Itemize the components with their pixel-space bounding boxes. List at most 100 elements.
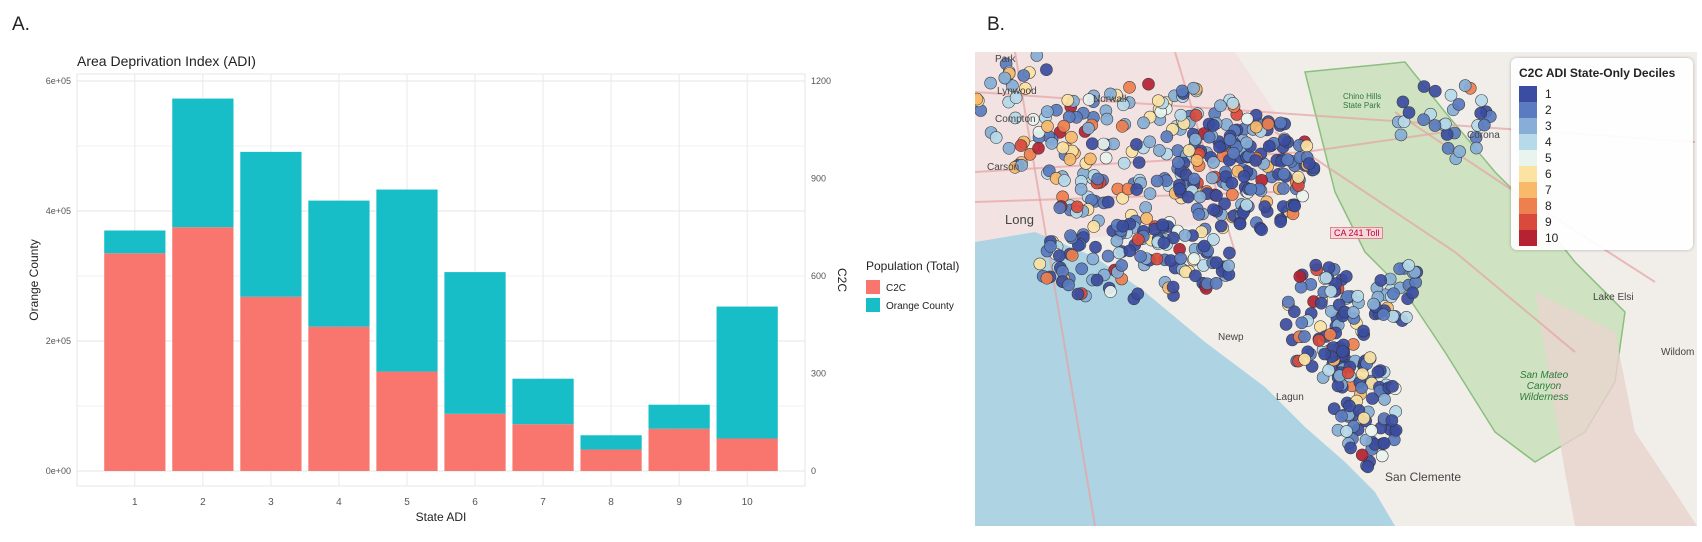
map-point	[1099, 151, 1113, 165]
map-point	[1378, 393, 1391, 406]
bar-c2c	[716, 438, 778, 471]
map-legend-label: 9	[1545, 215, 1552, 229]
map-point	[1189, 269, 1202, 283]
map-label-lake-elsinore: Lake Elsi	[1593, 292, 1634, 303]
map-point	[1274, 215, 1287, 228]
map-point	[1143, 187, 1157, 200]
map-point	[1002, 142, 1016, 155]
map-point	[1192, 208, 1206, 221]
chart-title: Area Deprivation Index (ADI)	[77, 53, 256, 69]
map-point	[1065, 130, 1078, 144]
map-legend-item: 4	[1519, 134, 1552, 150]
x-tick-label: 5	[404, 497, 410, 508]
bar-c2c	[104, 253, 166, 471]
map-point	[1075, 262, 1088, 276]
map-point	[1223, 133, 1237, 146]
y-tick-label: 0e+00	[46, 466, 71, 476]
map-point	[1324, 285, 1338, 298]
map-point	[1115, 259, 1128, 272]
map-legend-swatch	[1519, 230, 1537, 246]
map-point	[1089, 240, 1102, 254]
map-point	[1298, 352, 1312, 366]
map-point	[1202, 130, 1216, 144]
map-point	[1063, 153, 1077, 166]
map-point	[1226, 96, 1240, 110]
map-point	[1178, 229, 1192, 242]
map-point	[1139, 201, 1152, 214]
x-tick-label: 4	[336, 497, 342, 508]
map-point	[1090, 273, 1104, 287]
map-point	[1444, 88, 1458, 102]
map-point	[1240, 198, 1253, 212]
map-legend-item: 6	[1519, 166, 1552, 182]
map-point	[1061, 93, 1075, 107]
y-tick-label: 4e+05	[46, 206, 71, 216]
map-legend-item: 2	[1519, 102, 1552, 118]
map-legend-swatch	[1519, 86, 1537, 102]
map-legend-swatch	[1519, 150, 1537, 166]
map-point	[1190, 154, 1204, 167]
panel-a-label: A.	[12, 14, 30, 35]
x-tick-label: 9	[676, 497, 682, 508]
legend-swatch	[866, 298, 880, 312]
map-point	[1365, 424, 1378, 437]
map-point	[1367, 297, 1380, 311]
map-point	[1053, 201, 1067, 215]
map-legend-label: 10	[1545, 231, 1559, 245]
map-point	[1116, 219, 1130, 233]
map-point	[1100, 112, 1114, 126]
bar-c2c	[376, 371, 438, 471]
map-point	[1335, 409, 1348, 423]
map-point	[1240, 136, 1254, 150]
map-point	[1019, 82, 1032, 95]
map-point	[1086, 252, 1100, 266]
map-legend-item: 7	[1519, 182, 1552, 198]
adi-map[interactable]: Park Norwalk Lynwood Compton Carson Long…	[975, 52, 1697, 526]
map-point	[1222, 259, 1235, 273]
legend-label: C2C	[886, 283, 906, 294]
map-point	[1298, 330, 1311, 343]
map-label-lynwood: Lynwood	[997, 86, 1037, 97]
map-point	[1237, 170, 1251, 183]
y-right-tick-label: 300	[811, 369, 826, 379]
map-point	[1014, 139, 1028, 152]
bar-orange-county	[648, 404, 710, 429]
map-point	[1017, 69, 1031, 82]
map-point	[1363, 351, 1377, 365]
bar-orange-county	[512, 378, 574, 425]
map-point	[1474, 106, 1488, 120]
map-point	[1134, 250, 1147, 263]
map-point	[1040, 271, 1054, 285]
map-label-chino-hills: Chino Hills State Park	[1343, 92, 1382, 110]
y-axis-label: Orange County	[27, 239, 41, 320]
map-point	[1262, 140, 1276, 153]
map-point	[1314, 296, 1328, 310]
map-point	[1117, 98, 1130, 112]
map-point	[1056, 141, 1070, 155]
adi-bar-chart: 0e+00 2e+05 4e+05 6e+05 0 300 600 900 1200 1 2 3 4 5 6…	[27, 53, 959, 524]
map-point	[1214, 99, 1227, 113]
map-point	[1278, 133, 1291, 147]
map-point	[1187, 81, 1200, 95]
map-legend-swatch	[1519, 118, 1537, 134]
map-point	[1406, 286, 1419, 300]
map-point	[1400, 310, 1413, 324]
map-point	[1295, 316, 1309, 330]
map-point	[1428, 119, 1442, 132]
bar-orange-county	[172, 98, 234, 228]
map-point	[1207, 203, 1220, 216]
map-point	[1312, 334, 1326, 347]
map-label-newport: Newp	[1218, 332, 1244, 343]
map-point	[1193, 190, 1207, 204]
map-point	[1366, 392, 1379, 405]
map-point	[1101, 249, 1115, 263]
legend-title: Population (Total)	[866, 259, 959, 273]
map-label-san-clemente: San Clemente	[1385, 470, 1462, 484]
map-point	[1357, 324, 1370, 338]
map-point	[1293, 270, 1307, 283]
map-point	[1417, 80, 1431, 93]
map-point	[1323, 328, 1337, 341]
map-point	[1173, 182, 1186, 196]
map-point	[1213, 140, 1226, 154]
map-legend: C2C ADI State-Only Deciles 1 2 3 4 5 6 7 8 9 10	[1511, 58, 1693, 250]
